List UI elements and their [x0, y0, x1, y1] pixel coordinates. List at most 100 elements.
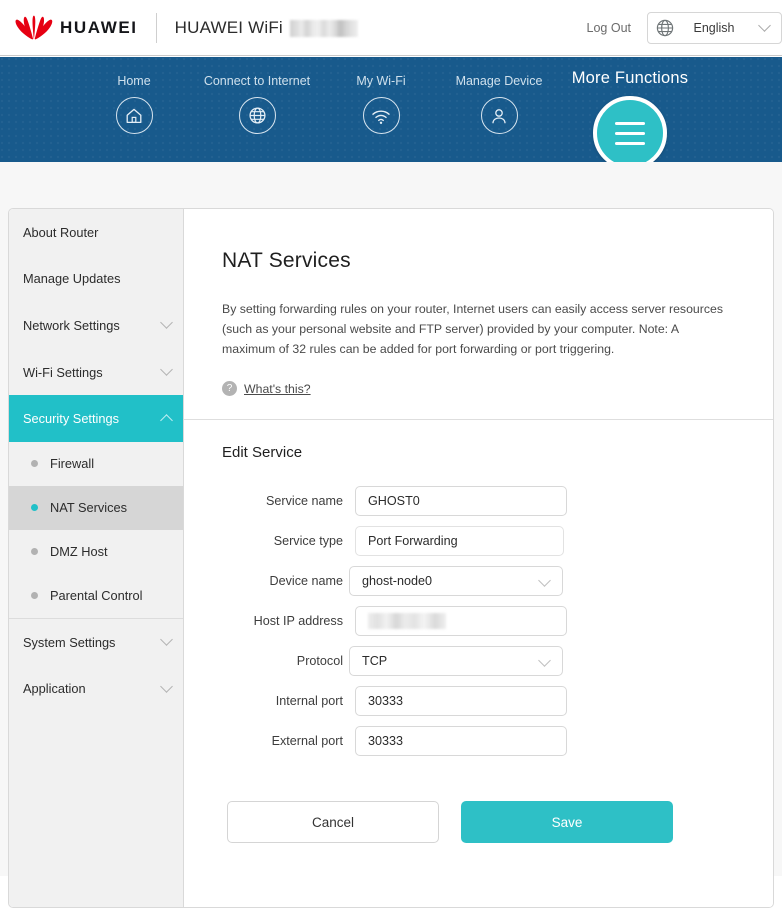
- protocol-select[interactable]: TCP: [349, 646, 563, 676]
- nav-label: Home: [117, 74, 151, 88]
- user-icon: [480, 97, 518, 134]
- page-title: NAT Services: [222, 249, 351, 272]
- service-name-input[interactable]: GHOST0: [355, 486, 567, 516]
- chevron-down-icon: [160, 316, 173, 330]
- sidebar-item-firewall[interactable]: Firewall: [9, 442, 183, 486]
- field-label: Service name: [266, 494, 343, 508]
- sidebar-item-label: Firewall: [50, 456, 95, 472]
- router-title-text: HUAWEI WiFi: [174, 17, 283, 37]
- nav-item-more-functions[interactable]: More Functions: [562, 69, 698, 170]
- field-row-internal-port: Internal port 30333: [184, 681, 773, 721]
- external-port-input[interactable]: 30333: [355, 726, 567, 756]
- field-value: ghost-node0: [362, 574, 433, 588]
- field-value: TCP: [362, 654, 388, 668]
- bullet-icon: [31, 504, 38, 512]
- section-divider: [184, 419, 773, 420]
- globe-icon: [238, 97, 276, 134]
- question-mark-icon: ?: [222, 381, 237, 396]
- field-label: Service type: [273, 534, 343, 548]
- hamburger-line: [615, 131, 645, 135]
- field-value: GHOST0: [368, 494, 420, 508]
- sidebar-item-application[interactable]: Application: [9, 666, 183, 713]
- sidebar: About Router Manage Updates Network Sett…: [9, 209, 184, 907]
- host-ip-address-input[interactable]: [355, 606, 567, 636]
- nav-label: More Functions: [571, 69, 689, 87]
- hamburger-line: [615, 121, 645, 125]
- nav-item-home[interactable]: Home: [59, 74, 209, 134]
- main-content: NAT Services By setting forwarding rules…: [184, 209, 773, 907]
- field-value: Port Forwarding: [368, 534, 458, 548]
- sidebar-item-about-router[interactable]: About Router: [9, 209, 183, 256]
- field-value: 30333: [368, 734, 404, 748]
- field-label: Protocol: [296, 654, 343, 668]
- nav-item-manage-device[interactable]: Manage Device: [424, 74, 574, 134]
- edit-service-form: Service name GHOST0 Service type Port Fo…: [184, 481, 773, 761]
- field-row-service-type: Service type Port Forwarding: [184, 521, 773, 561]
- logout-button[interactable]: Log Out: [586, 20, 631, 35]
- whats-this-label: What's this?: [244, 381, 311, 396]
- form-actions: Cancel Save: [227, 801, 773, 843]
- sidebar-item-security-settings[interactable]: Security Settings: [9, 395, 183, 442]
- home-icon: [115, 97, 153, 134]
- nav-item-connect-to-internet[interactable]: Connect to Internet: [182, 74, 332, 134]
- chevron-up-icon: [160, 414, 173, 428]
- sidebar-item-label: Application: [23, 681, 86, 697]
- field-row-device-name: Device name ghost-node0: [184, 561, 773, 601]
- brand-name: HUAWEI: [60, 17, 138, 37]
- hamburger-line: [615, 141, 645, 145]
- bullet-icon: [31, 548, 38, 556]
- host-ip-redacted: [368, 613, 446, 629]
- save-button[interactable]: Save: [461, 801, 673, 843]
- field-label: External port: [271, 734, 343, 748]
- sidebar-item-parental-control[interactable]: Parental Control: [9, 574, 183, 618]
- field-row-external-port: External port 30333: [184, 721, 773, 761]
- nav-item-my-wifi[interactable]: My Wi-Fi: [306, 74, 456, 134]
- field-label: Internal port: [275, 694, 343, 708]
- language-select[interactable]: English: [647, 11, 782, 44]
- page-description: By setting forwarding rules on your rout…: [222, 302, 723, 356]
- sidebar-item-wifi-settings[interactable]: Wi-Fi Settings: [9, 349, 183, 396]
- sidebar-item-system-settings[interactable]: System Settings: [9, 619, 183, 666]
- header-divider: [155, 12, 157, 43]
- sidebar-item-label: NAT Services: [50, 500, 128, 516]
- chevron-down-icon: [160, 633, 173, 647]
- content-header-block: NAT Services By setting forwarding rules…: [184, 209, 773, 396]
- nav-label: Connect to Internet: [203, 74, 311, 88]
- cancel-button[interactable]: Cancel: [227, 801, 439, 843]
- chevron-down-icon: [160, 679, 173, 693]
- field-label: Device name: [269, 574, 344, 588]
- chevron-down-icon: [160, 363, 173, 376]
- field-row-service-name: Service name GHOST0: [184, 481, 773, 521]
- field-row-host-ip-address: Host IP address: [184, 601, 773, 641]
- service-type-field: Port Forwarding: [355, 526, 564, 556]
- wifi-icon: [362, 97, 400, 134]
- hamburger-icon[interactable]: [593, 96, 667, 170]
- sidebar-divider: [9, 617, 183, 619]
- sidebar-item-label: Parental Control: [50, 588, 143, 604]
- whats-this-link[interactable]: ? What's this?: [222, 381, 735, 396]
- sidebar-item-manage-updates[interactable]: Manage Updates: [9, 256, 183, 303]
- sidebar-item-network-settings[interactable]: Network Settings: [9, 302, 183, 349]
- nav-label: My Wi-Fi: [356, 74, 406, 88]
- sidebar-item-dmz-host[interactable]: DMZ Host: [9, 530, 183, 574]
- app-header: HUAWEI HUAWEI WiFi Log Out English: [0, 0, 782, 56]
- section-title: Edit Service: [222, 444, 303, 461]
- page-body: About Router Manage Updates Network Sett…: [0, 162, 782, 908]
- router-name-redacted: [289, 19, 358, 37]
- sidebar-item-nat-services[interactable]: NAT Services: [9, 485, 183, 530]
- internal-port-input[interactable]: 30333: [355, 686, 567, 716]
- chevron-down-icon: [538, 654, 551, 667]
- field-row-protocol: Protocol TCP: [184, 641, 773, 681]
- language-value: English: [693, 20, 735, 35]
- header-actions: Log Out English: [586, 11, 782, 44]
- device-name-select[interactable]: ghost-node0: [349, 566, 563, 596]
- bullet-icon: [31, 460, 38, 468]
- brand-logo: HUAWEI: [14, 15, 138, 41]
- nav-label: Manage Device: [455, 74, 543, 88]
- huawei-flower-icon: [15, 15, 53, 39]
- content-card: About Router Manage Updates Network Sett…: [8, 208, 774, 908]
- field-label: Host IP address: [253, 614, 343, 628]
- globe-icon: [656, 19, 674, 36]
- chevron-down-icon: [538, 574, 551, 587]
- sidebar-item-label: Network Settings: [23, 317, 120, 333]
